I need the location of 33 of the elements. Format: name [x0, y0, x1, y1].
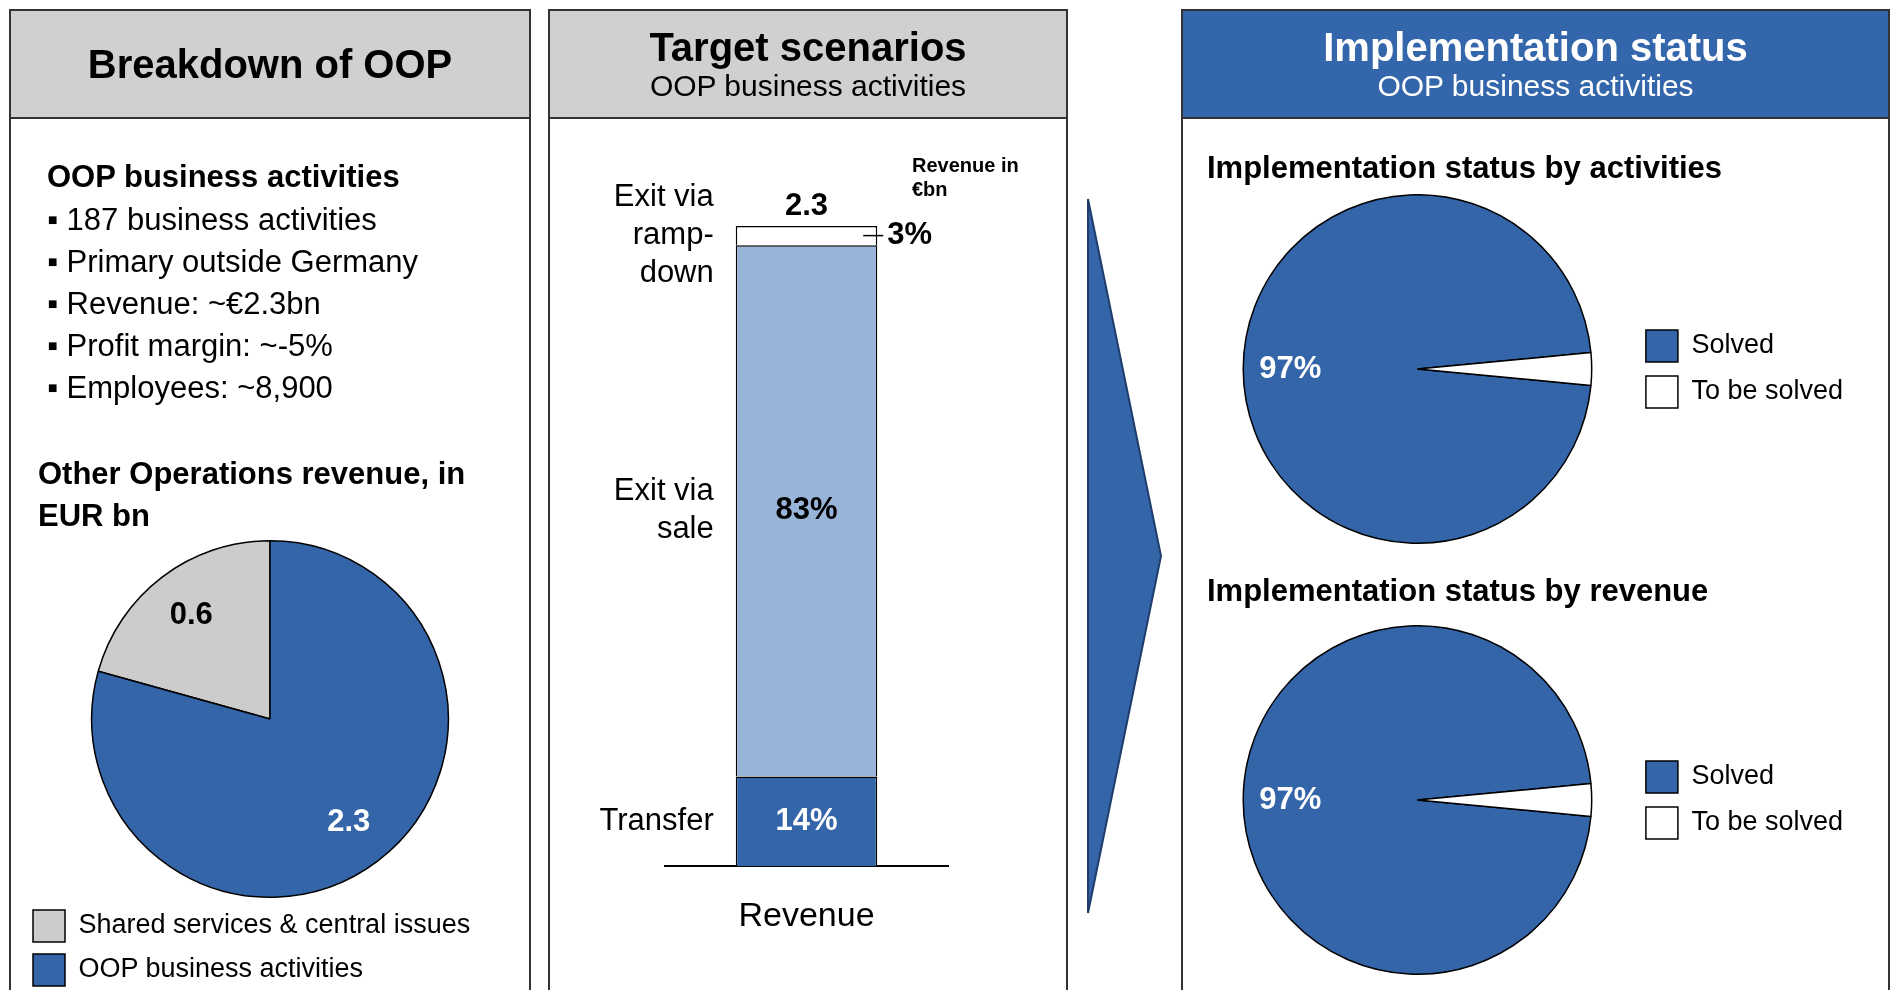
data-label: 97% [1259, 349, 1322, 385]
chart-title: Implementation status by activities [1207, 149, 1724, 187]
data-label: 83% [775, 491, 838, 527]
annotation: 2.3 [784, 187, 829, 223]
text: ▪ Employees: ~8,900 [47, 369, 334, 407]
x-tick-label: Revenue [738, 894, 875, 933]
chart-subtitle: OOP business activities [649, 69, 967, 103]
text: Implementation status [1323, 25, 1748, 69]
text: OOP business activities [1377, 69, 1694, 103]
text: OOP business activities [47, 159, 401, 195]
text: ▪ Revenue: ~€2.3bn [47, 285, 322, 323]
legend-label: Solved [1691, 760, 1774, 791]
legend-label: Solved [1691, 329, 1774, 360]
legend-label: To be solved [1691, 375, 1844, 406]
chart-title: Other Operations revenue, in EUR bn [38, 455, 467, 535]
data-label: 14% [775, 801, 838, 837]
series-label: Exit via sale [613, 472, 715, 546]
text: ▪ Profit margin: ~-5% [47, 327, 334, 365]
text: Breakdown of OOP [87, 42, 453, 86]
chart-title: Target scenarios [649, 25, 967, 69]
legend-label: Shared services & central issues [78, 909, 471, 940]
series-label: Transfer [599, 801, 714, 837]
legend-label: To be solved [1691, 806, 1844, 837]
data-label: 97% [1259, 780, 1322, 816]
text: ▪ 187 business activities [47, 201, 378, 239]
data-label: 2.3 [327, 803, 371, 839]
legend-label: OOP business activities [78, 953, 364, 984]
series-label: Exit via ramp-down [613, 178, 715, 290]
data-label: 3% [887, 216, 933, 252]
chart-title: Implementation status by revenue [1207, 572, 1710, 610]
text: ▪ Primary outside Germany [47, 243, 419, 281]
text: Revenue in €bn [912, 153, 1020, 201]
data-label: 0.6 [169, 595, 213, 631]
